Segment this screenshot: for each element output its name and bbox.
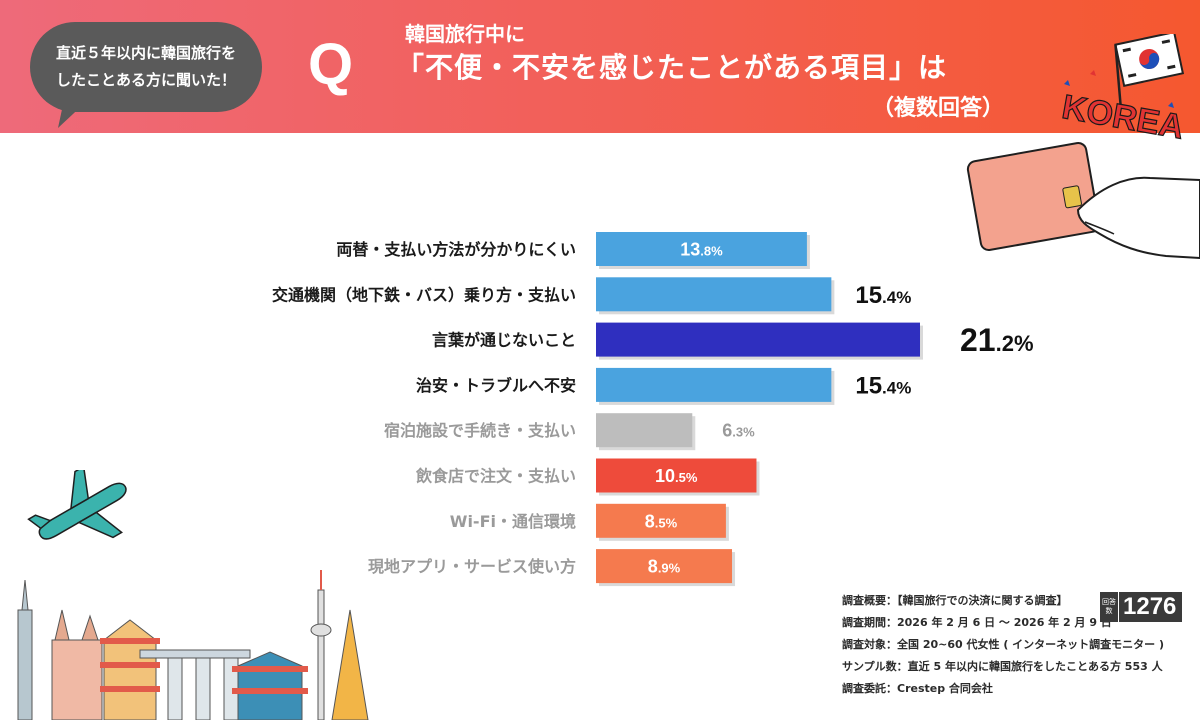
bubble-line-2: したことある方に聞いた！ [55,71,236,89]
bar [596,413,693,448]
note-overview: 調査概要：【韓国旅行での決済に関する調査】 [842,594,1068,607]
bubble-line-1: 直近５年以内に韓国旅行を [55,44,236,62]
question-mark: Q [308,32,354,97]
value-label: 8.5% [645,511,678,531]
value-label: 8.9% [648,557,681,577]
korea-flag-icon: KOREA [1059,34,1187,147]
value-label: 21.2% [960,322,1034,358]
note-period: 調査期間：2026 年 2 月 6 日 ～ 2026 年 2 月 9 日 [842,616,1112,629]
survey-notes: 調査概要：【韓国旅行での決済に関する調査】 調査期間：2026 年 2 月 6 … [842,590,1164,700]
bar [596,549,733,584]
bar [596,277,832,312]
category-label: 交通機関（地下鉄・バス）乗り方・支払い [272,285,576,304]
bar [596,367,832,402]
category-label: 飲食店で注文・支払い [415,467,576,486]
value-label: 15.4% [855,282,911,309]
question-line-3: （複数回答） [872,96,1005,121]
credit-card-hand-icon [966,142,1200,260]
note-target: 調査対象：全国 20~60 代女性 ( インターネット調査モニター ) [842,638,1165,651]
bar [596,458,757,493]
category-label: Wi-Fi・通信環境 [450,512,576,531]
bar [596,232,807,266]
category-label: 治安・トラブルへ不安 [416,376,576,395]
question-line-2: 「不便・不安を感じたことがある項目」は [396,51,948,84]
value-label: 13.8% [680,239,723,259]
note-sample: サンプル数：直近 5 年以内に韓国旅行をしたことある方 553 人 [842,660,1163,673]
question-line-1: 韓国旅行中に [405,22,525,46]
city-skyline-icon [17,570,369,720]
respondent-count-value: 1276 [1118,592,1183,622]
category-label: 宿泊施設で手続き・支払い [384,421,576,440]
category-label: 両替・支払い方法が分かりにくい [336,240,576,259]
note-commission: 調査委託：Crestep 合同会社 [842,682,993,695]
speech-bubble: 直近５年以内に韓国旅行を したことある方に聞いた！ [30,22,262,112]
bubble-tail-icon [58,100,88,128]
category-label: 言葉が通じないこと [432,331,576,350]
respondent-count-label: 回答数 [1100,592,1118,622]
value-label: 15.4% [855,373,911,400]
airplane-icon [27,470,127,540]
value-label: 10.5% [655,466,698,486]
category-label: 現地アプリ・サービス使い方 [368,557,576,576]
value-label: 6.3% [722,421,755,441]
bar [596,322,920,357]
bar [596,503,726,538]
respondent-count-badge: 回答数 1276 [1100,592,1183,622]
